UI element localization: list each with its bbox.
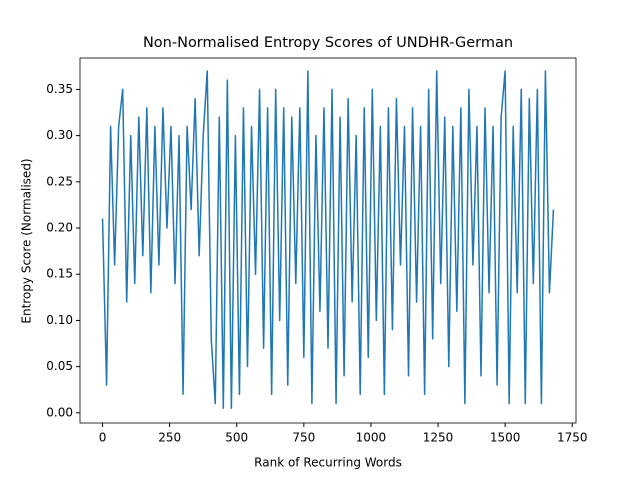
y-tick-label: 0.15 <box>46 267 73 281</box>
x-tick-label: 1750 <box>557 431 588 445</box>
y-tick-label: 0.10 <box>46 313 73 327</box>
y-tick-label: 0.25 <box>46 174 73 188</box>
x-tick-label: 0 <box>99 431 107 445</box>
y-tick-label: 0.35 <box>46 82 73 96</box>
axes-frame <box>79 57 577 424</box>
y-tick-label: 0.05 <box>46 359 73 373</box>
x-tick-label: 1250 <box>423 431 454 445</box>
x-tick-label: 1000 <box>356 431 387 445</box>
y-tick-label: 0.00 <box>46 405 73 419</box>
y-tick-label: 0.20 <box>46 221 73 235</box>
y-axis-label: Entropy Score (Normalised) <box>20 158 34 323</box>
x-tick-label: 1500 <box>490 431 521 445</box>
x-tick-label: 250 <box>158 431 181 445</box>
data-line <box>101 70 555 409</box>
y-tick-label: 0.30 <box>46 128 73 142</box>
x-axis-label: Rank of Recurring Words <box>254 456 402 470</box>
x-tick-label: 500 <box>225 431 248 445</box>
chart-title: Non-Normalised Entropy Scores of UNDHR-G… <box>143 35 513 51</box>
x-tick-label: 750 <box>292 431 315 445</box>
